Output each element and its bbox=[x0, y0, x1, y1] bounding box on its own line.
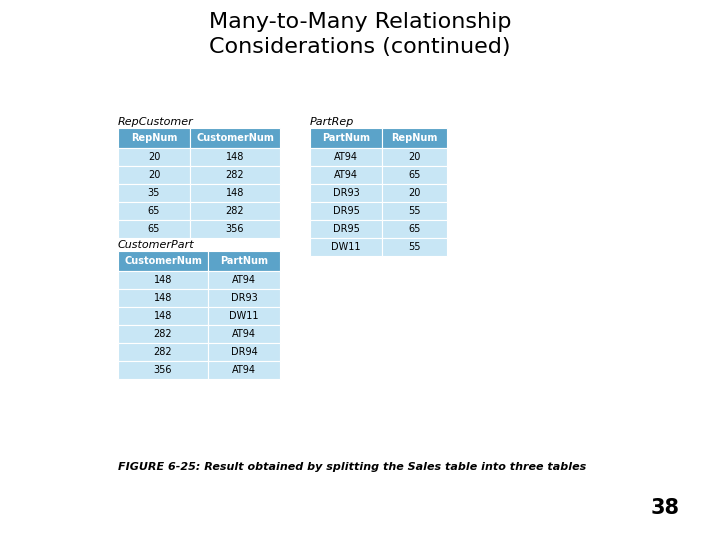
Text: DW11: DW11 bbox=[229, 311, 258, 321]
Bar bbox=[208, 289, 280, 307]
Text: 148: 148 bbox=[226, 152, 244, 162]
Bar bbox=[208, 307, 280, 325]
Text: AT94: AT94 bbox=[334, 170, 358, 180]
Text: 38: 38 bbox=[651, 498, 680, 518]
Text: PartRep: PartRep bbox=[310, 117, 354, 127]
Bar bbox=[310, 202, 382, 220]
Text: PartNum: PartNum bbox=[220, 256, 268, 266]
Bar bbox=[382, 220, 447, 238]
Text: 35: 35 bbox=[148, 188, 160, 198]
Text: RepNum: RepNum bbox=[131, 133, 177, 143]
Bar bbox=[118, 343, 208, 361]
Bar bbox=[118, 251, 208, 271]
Bar bbox=[118, 202, 190, 220]
Text: PartNum: PartNum bbox=[322, 133, 370, 143]
Text: AT94: AT94 bbox=[334, 152, 358, 162]
Bar bbox=[382, 166, 447, 184]
Text: 20: 20 bbox=[148, 170, 160, 180]
Text: 148: 148 bbox=[154, 293, 172, 303]
Text: RepNum: RepNum bbox=[391, 133, 438, 143]
Text: AT94: AT94 bbox=[232, 329, 256, 339]
Bar bbox=[190, 220, 280, 238]
Bar bbox=[118, 184, 190, 202]
Text: 55: 55 bbox=[408, 242, 420, 252]
Bar bbox=[118, 128, 190, 148]
Bar bbox=[118, 271, 208, 289]
Text: 65: 65 bbox=[148, 206, 160, 216]
Text: DR95: DR95 bbox=[333, 206, 359, 216]
Text: 65: 65 bbox=[408, 170, 420, 180]
Bar bbox=[310, 238, 382, 256]
Text: 55: 55 bbox=[408, 206, 420, 216]
Bar bbox=[382, 148, 447, 166]
Bar bbox=[190, 166, 280, 184]
Bar bbox=[310, 128, 382, 148]
Bar bbox=[310, 220, 382, 238]
Text: DW11: DW11 bbox=[331, 242, 361, 252]
Text: FIGURE 6-25: Result obtained by splitting the Sales table into three tables: FIGURE 6-25: Result obtained by splittin… bbox=[118, 462, 586, 472]
Text: 148: 148 bbox=[154, 311, 172, 321]
Bar bbox=[118, 289, 208, 307]
Bar bbox=[382, 184, 447, 202]
Bar bbox=[208, 343, 280, 361]
Bar bbox=[310, 166, 382, 184]
Text: CustomerNum: CustomerNum bbox=[124, 256, 202, 266]
Text: 20: 20 bbox=[408, 188, 420, 198]
Bar bbox=[190, 148, 280, 166]
Text: 282: 282 bbox=[153, 329, 172, 339]
Bar bbox=[310, 184, 382, 202]
Bar bbox=[208, 325, 280, 343]
Bar bbox=[118, 307, 208, 325]
Text: 148: 148 bbox=[154, 275, 172, 285]
Text: CustomerNum: CustomerNum bbox=[196, 133, 274, 143]
Bar bbox=[208, 251, 280, 271]
Bar bbox=[208, 361, 280, 379]
Text: 20: 20 bbox=[408, 152, 420, 162]
Text: CustomerPart: CustomerPart bbox=[118, 240, 194, 250]
Text: 356: 356 bbox=[226, 224, 244, 234]
Bar bbox=[382, 238, 447, 256]
Text: AT94: AT94 bbox=[232, 275, 256, 285]
Text: Many-to-Many Relationship
Considerations (continued): Many-to-Many Relationship Considerations… bbox=[209, 12, 511, 57]
Text: 65: 65 bbox=[408, 224, 420, 234]
Text: 20: 20 bbox=[148, 152, 160, 162]
Bar bbox=[382, 202, 447, 220]
Text: DR93: DR93 bbox=[230, 293, 257, 303]
Bar bbox=[208, 271, 280, 289]
Bar bbox=[310, 148, 382, 166]
Bar bbox=[190, 202, 280, 220]
Bar bbox=[118, 220, 190, 238]
Text: 65: 65 bbox=[148, 224, 160, 234]
Text: 282: 282 bbox=[225, 206, 244, 216]
Text: 148: 148 bbox=[226, 188, 244, 198]
Text: 282: 282 bbox=[153, 347, 172, 357]
Bar bbox=[118, 361, 208, 379]
Bar bbox=[190, 184, 280, 202]
Text: 282: 282 bbox=[225, 170, 244, 180]
Text: DR94: DR94 bbox=[230, 347, 257, 357]
Bar bbox=[118, 166, 190, 184]
Bar bbox=[190, 128, 280, 148]
Bar bbox=[118, 148, 190, 166]
Text: 356: 356 bbox=[154, 365, 172, 375]
Bar bbox=[382, 128, 447, 148]
Bar bbox=[118, 325, 208, 343]
Text: RepCustomer: RepCustomer bbox=[118, 117, 194, 127]
Text: DR95: DR95 bbox=[333, 224, 359, 234]
Text: AT94: AT94 bbox=[232, 365, 256, 375]
Text: DR93: DR93 bbox=[333, 188, 359, 198]
